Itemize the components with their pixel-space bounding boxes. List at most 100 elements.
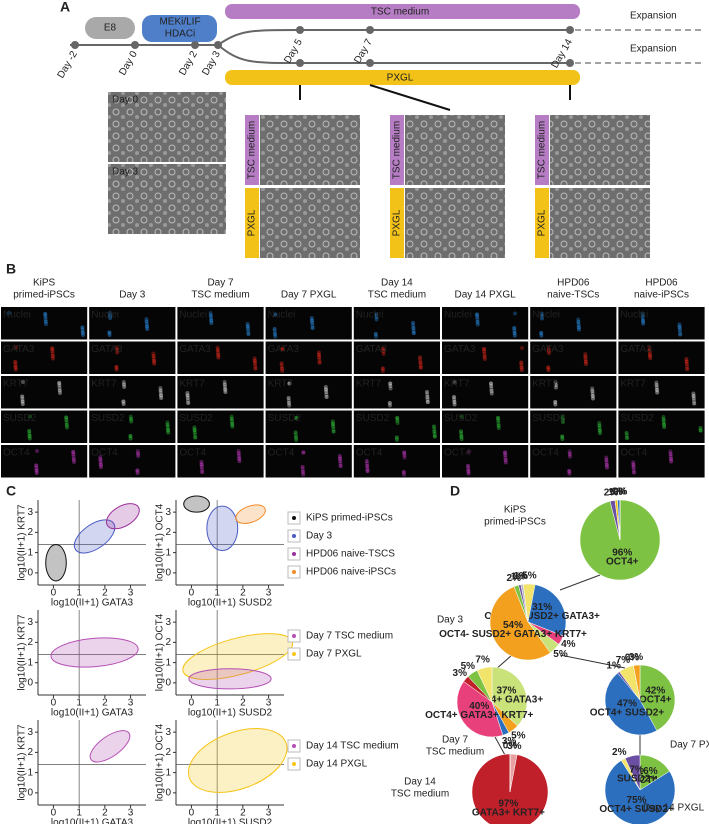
cell-signal: [136, 451, 140, 456]
pie-slice: [491, 666, 528, 727]
cell-signal: [128, 414, 133, 419]
label: TSC medium: [247, 121, 258, 179]
row-label: KRT7: [91, 379, 117, 390]
cell-signal: [678, 332, 683, 337]
micrograph: [405, 115, 505, 185]
time-dot: [566, 59, 574, 67]
cell-signal: [309, 316, 314, 320]
y-tick-label: 3: [165, 727, 171, 738]
row-label: Nuclei: [356, 310, 384, 321]
cell-signal: [50, 346, 55, 351]
cell-signal: [394, 435, 399, 440]
y-tick-label: 1: [165, 767, 171, 778]
cell-signal: [287, 401, 291, 405]
cell-signal: [324, 395, 329, 399]
cell-signal: [503, 455, 508, 460]
cell-signal: [200, 467, 204, 472]
density-ellipse: [73, 519, 116, 554]
density-ellipse: [105, 503, 140, 530]
cell-signal: [401, 470, 406, 474]
cell-signal: [338, 456, 342, 461]
cell-signal: [145, 324, 149, 329]
cell-signal: [519, 365, 524, 370]
slice-name: OCT4+ SUSD2+: [590, 707, 665, 718]
y-tick-label: 2: [165, 637, 171, 648]
slice-label: 75%: [627, 795, 647, 806]
slice-label: 1%: [514, 571, 529, 582]
density-ellipse: [235, 504, 266, 524]
cell-signal: [338, 461, 343, 466]
cell-signal: [158, 386, 163, 390]
x-axis-label: log10(II+1) GATA3: [51, 708, 134, 719]
column-header: TSC medium: [368, 290, 426, 301]
cell-signal: [560, 415, 565, 419]
cell-signal: [583, 352, 588, 356]
cell-signal: [192, 428, 197, 432]
cell-signal: [245, 324, 250, 329]
cell-signal: [7, 311, 11, 315]
cell-signal: [489, 386, 494, 391]
stain-image: [442, 376, 529, 409]
cell-signal: [496, 421, 501, 425]
cell-signal: [590, 394, 595, 398]
stain-image: [177, 445, 264, 478]
cell-signal: [80, 325, 85, 330]
row-label: GATA3: [179, 344, 211, 355]
stain-image: [618, 307, 705, 340]
cell-signal: [107, 311, 112, 315]
cell-signal: [152, 359, 156, 363]
row-label: SUSD2: [356, 413, 390, 424]
cell-signal: [294, 416, 299, 420]
cell-signal: [432, 427, 437, 431]
cell-signal: [50, 354, 55, 358]
cell-signal: [662, 422, 666, 427]
density-ellipse: [89, 730, 131, 763]
row-label: Nuclei: [179, 310, 207, 321]
cell-signal: [253, 364, 258, 368]
slice-name: OCT4+ GATA3+ KRT7+: [425, 710, 533, 721]
tree-link: [494, 574, 641, 757]
pie-slice: [456, 681, 504, 738]
cell-signal: [159, 393, 163, 398]
pie-title: TSC medium: [391, 789, 449, 800]
time-dot: [296, 59, 304, 67]
cell-signal: [604, 463, 609, 467]
cell-signal: [186, 398, 190, 403]
legend-label: Day 7 TSC medium: [306, 631, 393, 642]
cell-signal: [546, 348, 551, 353]
cell-signal: [293, 433, 298, 437]
slice-name: OCT4+: [639, 695, 672, 706]
cell-signal: [272, 329, 277, 334]
cell-signal: [567, 469, 572, 473]
cell-signal: [553, 400, 558, 404]
cell-signal: [165, 423, 170, 427]
cell-signal: [539, 331, 544, 335]
cell-signal: [503, 450, 507, 455]
x-tick-label: 2: [102, 698, 108, 709]
cell-signal: [64, 423, 69, 427]
slice-label: 96%: [612, 547, 632, 558]
cell-signal: [520, 346, 524, 350]
legend-swatch: [292, 552, 296, 556]
legend-label: Day 14 PXGL: [306, 759, 368, 770]
slice-label: 0%: [613, 487, 628, 498]
cell-signal: [489, 381, 493, 386]
y-tick-label: 0: [27, 567, 33, 578]
y-axis-label: log10(II+1) OCT4: [155, 503, 166, 581]
y-tick-label: 0: [165, 677, 171, 688]
time-dot: [566, 26, 574, 34]
y-tick-label: 2: [27, 747, 33, 758]
legend-label: Day 3: [306, 531, 333, 542]
stain-image: [530, 410, 617, 443]
row-label: SUSD2: [620, 413, 654, 424]
cell-signal: [144, 319, 149, 324]
row-label: GATA3: [3, 344, 35, 355]
micrograph: [550, 115, 650, 185]
y-axis-label: log10(II+1) KRT7: [17, 724, 28, 801]
slice-label: 16%: [638, 766, 658, 777]
row-label: GATA3: [532, 344, 564, 355]
x-tick-label: 0: [189, 698, 195, 709]
stain-image: [177, 376, 264, 409]
panel-label: C: [6, 483, 16, 499]
cell-signal: [489, 389, 494, 393]
